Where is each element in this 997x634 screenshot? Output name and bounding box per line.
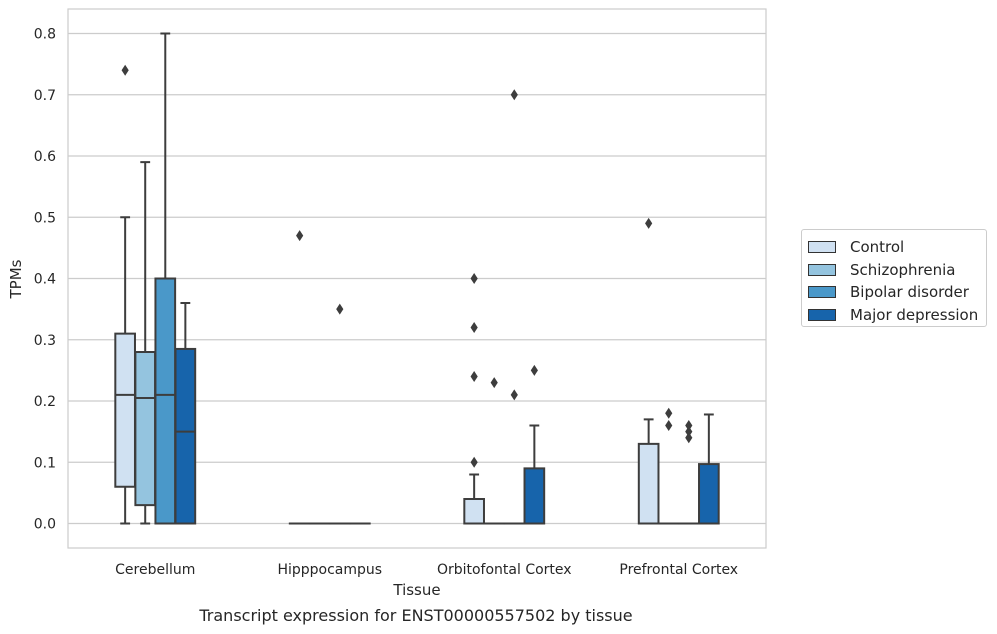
legend-label-schizophrenia: Schizophrenia — [850, 260, 956, 279]
legend-swatch-bipolar-disorder — [808, 286, 836, 299]
x-tick-label-orbitofontal-cortex: Orbitofontal Cortex — [437, 562, 572, 578]
y-axis-ticks: 0.0 0.1 0.2 0.3 0.4 0.5 0.6 0.7 0.8 — [34, 27, 56, 533]
legend-item-control: Control — [808, 236, 980, 259]
outlier-point — [685, 420, 693, 431]
box-body — [114, 332, 136, 488]
y-tick-label: 0.7 — [34, 88, 56, 104]
x-axis-ticks: Cerebellum Hipppocampus Orbitofontal Corte… — [115, 562, 738, 578]
box-control-prefrontal-cortex — [637, 217, 660, 525]
box-control-orbitofontal-cortex — [463, 273, 485, 525]
box-body — [134, 351, 157, 507]
legend-item-schizophrenia: Schizophrenia — [808, 259, 980, 282]
chart-caption: Transcript expression for ENST0000055750… — [199, 606, 633, 625]
box-control-cerebellum — [114, 64, 136, 525]
outlier-point — [470, 322, 478, 333]
x-tick-label-hipppocampus: Hipppocampus — [277, 562, 382, 578]
legend-label-major-depression: Major depression — [850, 305, 979, 324]
box-schizophrenia-prefrontal-cortex — [657, 407, 680, 525]
outlier-point — [470, 371, 478, 382]
outlier-point — [685, 432, 693, 444]
legend-item-major-depression: Major depression — [808, 304, 980, 327]
box-body — [523, 467, 546, 525]
outlier-point — [510, 389, 518, 401]
y-tick-label: 0.2 — [34, 394, 56, 410]
box-major-depression-prefrontal-cortex — [698, 413, 720, 525]
y-tick-label: 0.8 — [34, 27, 56, 43]
outlier-point — [510, 89, 518, 101]
outlier-point — [336, 303, 344, 315]
x-tick-label-cerebellum: Cerebellum — [115, 562, 195, 578]
legend-swatch-major-depression — [808, 308, 836, 321]
outlier-point — [470, 456, 478, 468]
x-tick-label-prefrontal-cortex: Prefrontal Cortex — [619, 562, 738, 578]
outlier-point — [470, 273, 478, 284]
box-body — [698, 463, 720, 525]
y-tick-label: 0.0 — [34, 517, 56, 533]
chart-legend: Control Schizophrenia Bipolar disorder M… — [801, 229, 987, 327]
box-bipolar-disorder-hipppocampus — [328, 303, 351, 525]
outlier-point — [296, 230, 304, 242]
box-major-depression-cerebellum — [174, 302, 197, 525]
y-tick-label: 0.6 — [34, 149, 56, 165]
box-control-hipppocampus — [288, 230, 311, 525]
outlier-point — [490, 377, 498, 389]
legend-swatch-control — [808, 241, 836, 254]
box-schizophrenia-orbitofontal-cortex — [483, 377, 506, 525]
legend-label-bipolar-disorder: Bipolar disorder — [850, 283, 969, 302]
legend-item-bipolar-disorder: Bipolar disorder — [808, 281, 980, 304]
y-tick-label: 0.5 — [34, 210, 56, 226]
box-bipolar-disorder-cerebellum — [154, 32, 177, 525]
outlier-point — [530, 364, 538, 376]
outlier-point — [121, 64, 129, 76]
box-body — [174, 347, 197, 525]
legend-label-control: Control — [850, 238, 905, 257]
x-axis-label: Tissue — [392, 581, 440, 599]
outlier-point — [665, 420, 673, 431]
box-bipolar-disorder-prefrontal-cortex — [677, 420, 700, 525]
outlier-point — [665, 407, 673, 419]
box-series — [114, 32, 720, 525]
y-tick-label: 0.3 — [34, 333, 56, 349]
outlier-point — [645, 217, 653, 229]
outlier-point — [685, 426, 693, 438]
box-body — [154, 277, 177, 525]
y-tick-label: 0.1 — [34, 455, 56, 471]
box-major-depression-orbitofontal-cortex — [523, 364, 546, 525]
plot-area-frame — [67, 8, 767, 549]
box-schizophrenia-cerebellum — [134, 161, 157, 525]
y-axis-label: TPMs — [7, 259, 25, 299]
y-tick-label: 0.4 — [34, 272, 56, 288]
legend-swatch-schizophrenia — [808, 263, 836, 276]
box-body — [463, 498, 485, 525]
box-body — [637, 442, 660, 525]
box-bipolar-disorder-orbitofontal-cortex — [503, 89, 526, 525]
